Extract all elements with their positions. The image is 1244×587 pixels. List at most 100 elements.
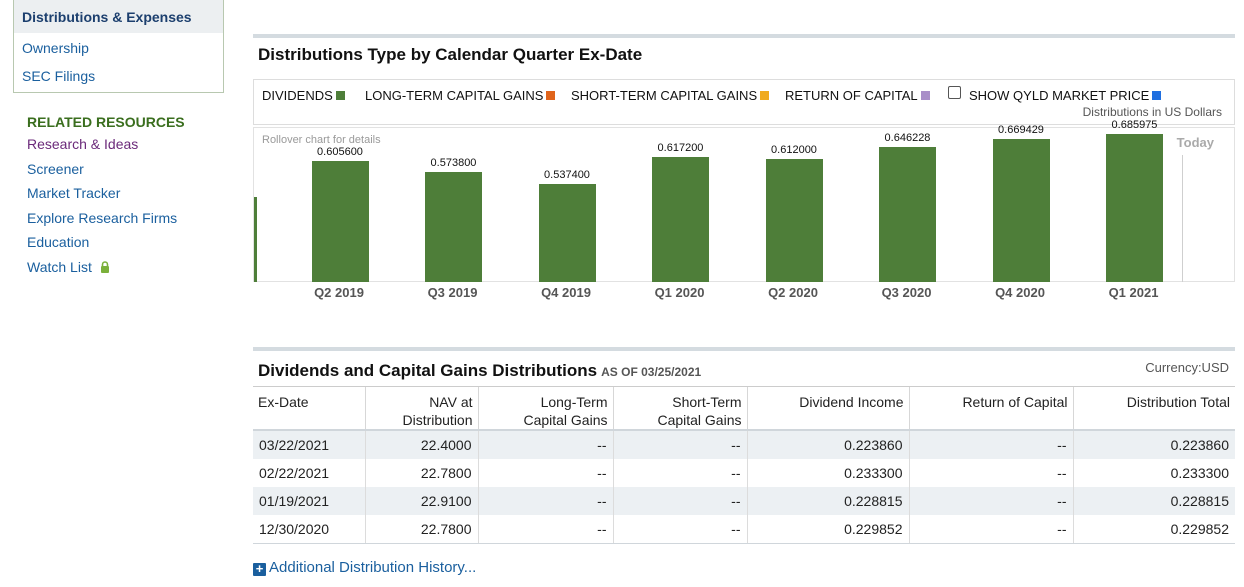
table-cell: 12/30/2020 [253,515,366,544]
related-resources-heading: RELATED RESOURCES [27,114,185,130]
bar-value-label: 0.646228 [884,132,931,145]
bar-value-label: 0.605600 [317,146,363,159]
table-title: Dividends and Capital Gains Distribution… [258,361,701,381]
legend-short-term-capital-gains[interactable]: SHORT-TERM CAPITAL GAINS [571,88,770,103]
today-marker-line [1182,155,1183,282]
roc-swatch [920,91,930,100]
table-panel-divider [253,347,1235,351]
legend-return-of-capital[interactable]: RETURN OF CAPITAL [785,88,930,103]
bar-q3-2020[interactable] [879,147,936,282]
legend-dividends[interactable]: DIVIDENDS [262,88,345,103]
bar-q2-2019[interactable] [311,161,369,282]
as-of-date: AS OF 03/25/2021 [601,365,702,379]
column-header: Long-Term Capital Gains [478,387,614,431]
table-cell: -- [613,487,748,515]
related-resources-list: Research & Ideas Screener Market Tracker… [27,135,177,283]
legend-roc-label: RETURN OF CAPITAL [785,88,918,103]
table-cell: 0.223860 [1073,430,1235,459]
distributions-table: Ex-Date NAV at Distribution Long-Term Capita… [253,387,1235,544]
link-watch-list[interactable]: Watch List [27,258,177,283]
column-header: Ex-Date [253,387,366,431]
additional-distribution-history-link[interactable]: + Additional Distribution History... [253,559,476,576]
rollover-hint: Rollover chart for details [262,134,381,146]
market-price-swatch [1152,91,1162,100]
sidebar-nav: Distributions & Expenses Ownership SEC F… [13,0,224,93]
table-cell: -- [478,515,614,544]
column-header: Return of Capital [909,387,1074,431]
watch-list-label: Watch List [27,258,92,275]
table-cell: 0.233300 [1170,465,1229,481]
bar-q3-2019[interactable] [425,171,482,282]
table-cell: 22.4000 [365,430,479,459]
bar-value-label: 0.669429 [998,124,1044,137]
currency-label: Currency:USD [1145,360,1229,375]
table-cell: 03/22/2021 [253,430,366,459]
table-cell: 0.233300 [747,459,910,487]
bar-q2-2020[interactable] [765,158,823,282]
bar-value-label: 0.537400 [544,169,590,182]
sidebar-item-ownership[interactable]: Ownership [22,40,89,56]
table-cell: -- [478,487,614,515]
link-market-tracker[interactable]: Market Tracker [27,185,121,202]
column-header: Distribution Total [1073,387,1235,431]
table-cell: 0.228815 [747,487,910,515]
sidebar-item-distributions-expenses[interactable]: Distributions & Expenses [14,0,223,33]
x-tick-label: Q1 2020 [654,285,705,300]
legend-show-market-price[interactable]: SHOW QYLD MARKET PRICE [969,88,1162,103]
partial-bar-left [254,197,257,282]
table-cell: 0.228815 [1073,487,1235,515]
today-label: Today [1176,135,1214,150]
link-explore-research-firms[interactable]: Explore Research Firms [27,209,178,226]
table-row: 01/19/2021 22.9100 -- -- 0.228815 -- 0.228815 [253,487,1235,515]
legend-ltcg-label: LONG-TERM CAPITAL GAINS [365,88,544,103]
x-tick-label: Q3 2019 [427,285,478,300]
table-cell: -- [909,459,1074,487]
table-cell: 22.9100 [365,487,479,515]
x-tick-label: Q2 2019 [314,285,364,300]
link-screener[interactable]: Screener [27,160,84,177]
plus-icon: + [253,562,266,576]
table-cell: -- [478,459,614,487]
bar-value-label: 0.617200 [657,142,704,155]
link-research-ideas[interactable]: Research & Ideas [27,136,139,152]
table-cell: -- [909,487,1074,515]
table-cell: 02/22/2021 [253,459,366,487]
column-header: Dividend Income [747,387,910,431]
table-cell: 01/19/2021 [253,487,366,515]
additional-history-label: Additional Distribution History... [269,559,477,576]
lock-icon [100,259,110,278]
ltcg-swatch [546,91,556,100]
table-cell: 0.223860 [747,430,910,459]
table-cell: 0.229852 [1073,515,1235,544]
table-cell: -- [909,515,1074,544]
table-cell: -- [478,430,614,459]
distribution-bar-chart[interactable]: Rollover chart for details Today 0.60560… [253,119,1235,282]
chart-legend: DIVIDENDS LONG-TERM CAPITAL GAINS SHORT-… [253,79,1235,125]
sidebar-item-sec-filings[interactable]: SEC Filings [22,68,96,84]
table-row: 02/22/2021 22.7800 -- -- 0.233300 -- 0.233300 [253,459,1235,487]
bar-q1-2020[interactable] [652,157,709,282]
bar-value-label: 0.612000 [771,143,817,156]
chart-panel-divider [253,34,1235,38]
table-cell: 22.7800 [365,459,479,487]
bar-q4-2019[interactable] [538,184,596,282]
show-market-price-checkbox[interactable] [948,86,961,99]
x-tick-label: Q1 2021 [1108,285,1159,300]
table-row: 12/30/2020 22.7800 -- -- 0.229852 -- 0.229852 [253,515,1235,544]
legend-dividends-label: DIVIDENDS [262,88,333,103]
table-header-row: Ex-Date NAV at Distribution Long-Term Capita… [253,387,1235,431]
x-tick-label: Q4 2019 [541,285,591,300]
table-row: 03/22/2021 22.4000 -- -- 0.223860 -- 0.223860 [253,430,1235,459]
table-cell: 0.229852 [747,515,910,544]
bar-q1-2021[interactable] [1106,133,1163,282]
legend-long-term-capital-gains[interactable]: LONG-TERM CAPITAL GAINS [365,88,556,103]
dividends-swatch [335,91,345,100]
bar-value-label: 0.573800 [430,156,477,169]
legend-stcg-label: SHORT-TERM CAPITAL GAINS [571,88,758,103]
currency-note: Distributions in US Dollars [1082,105,1222,119]
table-cell: -- [909,430,1074,459]
legend-market-price-label: SHOW QYLD MARKET PRICE [969,88,1150,103]
link-education[interactable]: Education [27,234,90,251]
table-cell: -- [613,459,748,487]
bar-q4-2020[interactable] [992,139,1050,282]
